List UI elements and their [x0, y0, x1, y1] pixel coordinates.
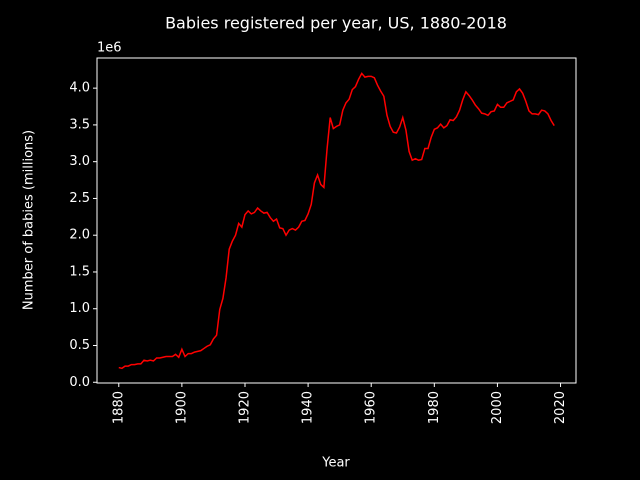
- y-tick-label: 1.5: [69, 264, 90, 279]
- data-line: [118, 72, 555, 370]
- x-tick-label: 1880: [111, 391, 126, 424]
- x-tick-label: 1920: [237, 391, 252, 424]
- y-tick-label: 2.0: [69, 228, 90, 243]
- plot-frame: [96, 57, 577, 384]
- y-tick-label: 1.0: [69, 301, 90, 316]
- x-tick-label: 1940: [301, 391, 316, 424]
- x-tick-label: 2020: [553, 391, 568, 424]
- y-tick-label: 3.5: [69, 117, 90, 132]
- x-tick-label: 1960: [364, 391, 379, 424]
- y-offset-label: 1e6: [97, 41, 122, 56]
- y-tick-label: 0.5: [69, 338, 90, 353]
- y-tick-label: 2.5: [69, 191, 90, 206]
- x-tick-label: 1900: [174, 391, 189, 424]
- y-tick-label: 4.0: [69, 81, 90, 96]
- x-tick-label: 2000: [490, 391, 505, 424]
- y-axis-label: Number of babies (millions): [22, 130, 37, 310]
- x-tick-label: 1980: [427, 391, 442, 424]
- y-tick-label: 3.0: [69, 154, 90, 169]
- y-tick-label: 0.0: [69, 375, 90, 390]
- x-axis-label: Year: [321, 456, 350, 471]
- chart-title: Babies registered per year, US, 1880-201…: [165, 14, 507, 33]
